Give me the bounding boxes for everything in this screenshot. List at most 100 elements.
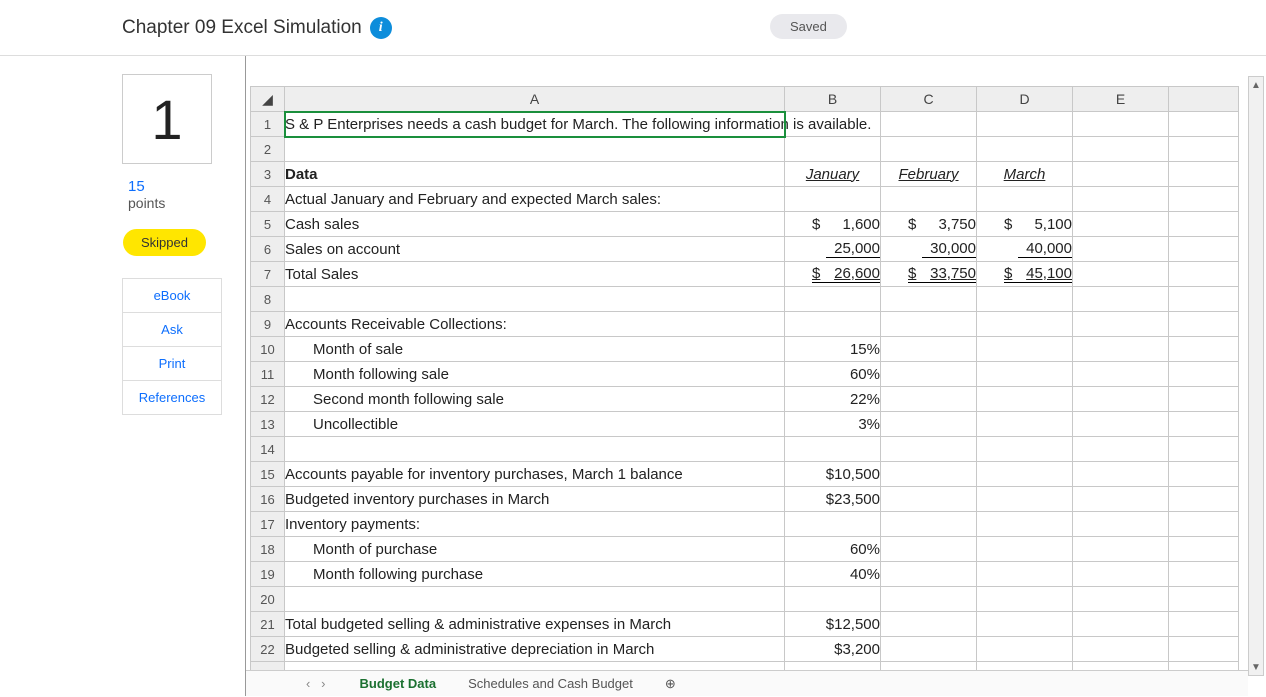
cell-D3[interactable]: March <box>977 162 1073 187</box>
col-header-extra[interactable] <box>1169 87 1239 112</box>
cell-A7[interactable]: Total Sales <box>285 262 785 287</box>
cell[interactable] <box>1073 587 1169 612</box>
cell[interactable] <box>977 512 1073 537</box>
col-header-B[interactable]: B <box>785 87 881 112</box>
cell-B21[interactable]: $12,500 <box>785 612 881 637</box>
cell-B15[interactable]: $10,500 <box>785 462 881 487</box>
cell[interactable] <box>785 587 881 612</box>
cell[interactable] <box>1169 212 1239 237</box>
cell-A4[interactable]: Actual January and February and expected… <box>285 187 785 212</box>
cell-B11[interactable]: 60% <box>785 362 881 387</box>
cell[interactable] <box>977 487 1073 512</box>
cell-C3[interactable]: February <box>881 162 977 187</box>
cell[interactable] <box>881 362 977 387</box>
cell-A21[interactable]: Total budgeted selling & administrative … <box>285 612 785 637</box>
cell-C5[interactable]: $3,750 <box>881 212 977 237</box>
cell[interactable] <box>1169 612 1239 637</box>
cell[interactable] <box>1169 262 1239 287</box>
cell[interactable] <box>1073 287 1169 312</box>
cell[interactable] <box>1073 537 1169 562</box>
col-header-D[interactable]: D <box>977 87 1073 112</box>
cell[interactable] <box>1073 612 1169 637</box>
cell-C1[interactable] <box>881 112 977 137</box>
cell[interactable] <box>881 437 977 462</box>
cell-B13[interactable]: 3% <box>785 412 881 437</box>
ebook-link[interactable]: eBook <box>123 279 221 313</box>
tab-schedules[interactable]: Schedules and Cash Budget <box>468 676 633 691</box>
cell[interactable] <box>1073 437 1169 462</box>
print-link[interactable]: Print <box>123 347 221 381</box>
cell[interactable] <box>977 637 1073 662</box>
cell-C6[interactable]: 30,000 <box>881 237 977 262</box>
cell-A19[interactable]: Month following purchase <box>285 562 785 587</box>
cell-F1[interactable] <box>1169 112 1239 137</box>
cell[interactable] <box>1073 237 1169 262</box>
cell[interactable] <box>1073 162 1169 187</box>
cell-B10[interactable]: 15% <box>785 337 881 362</box>
cell[interactable] <box>977 587 1073 612</box>
cell[interactable] <box>1169 437 1239 462</box>
info-icon[interactable]: i <box>370 17 392 39</box>
cell-A9[interactable]: Accounts Receivable Collections: <box>285 312 785 337</box>
col-header-C[interactable]: C <box>881 87 977 112</box>
row-header[interactable]: 16 <box>251 487 285 512</box>
cell[interactable] <box>785 287 881 312</box>
cell-A17[interactable]: Inventory payments: <box>285 512 785 537</box>
cell-A12[interactable]: Second month following sale <box>285 387 785 412</box>
cell[interactable] <box>1073 312 1169 337</box>
cell-A5[interactable]: Cash sales <box>285 212 785 237</box>
cell[interactable] <box>977 612 1073 637</box>
row-header[interactable]: 4 <box>251 187 285 212</box>
vertical-scrollbar[interactable]: ▲ ▼ <box>1248 76 1264 676</box>
cell[interactable] <box>1073 562 1169 587</box>
cell[interactable] <box>1169 287 1239 312</box>
cell[interactable] <box>1169 637 1239 662</box>
cell[interactable] <box>977 137 1073 162</box>
col-header-A[interactable]: A <box>285 87 785 112</box>
cell[interactable] <box>1073 187 1169 212</box>
cell[interactable] <box>1169 237 1239 262</box>
row-header[interactable]: 12 <box>251 387 285 412</box>
row-header[interactable]: 22 <box>251 637 285 662</box>
cell[interactable] <box>285 437 785 462</box>
references-link[interactable]: References <box>123 381 221 414</box>
cell[interactable] <box>1169 537 1239 562</box>
cell[interactable] <box>285 587 785 612</box>
cell-A13[interactable]: Uncollectible <box>285 412 785 437</box>
cell[interactable] <box>881 287 977 312</box>
cell[interactable] <box>285 287 785 312</box>
cell[interactable] <box>977 312 1073 337</box>
row-header[interactable]: 2 <box>251 137 285 162</box>
cell[interactable] <box>785 512 881 537</box>
cell[interactable] <box>1169 337 1239 362</box>
tab-add-icon[interactable]: ⊕ <box>665 676 676 692</box>
cell[interactable] <box>881 387 977 412</box>
cell[interactable] <box>881 537 977 562</box>
cell-D1[interactable] <box>977 112 1073 137</box>
cell[interactable] <box>1073 387 1169 412</box>
row-header[interactable]: 13 <box>251 412 285 437</box>
cell-D7[interactable]: $45,100 <box>977 262 1073 287</box>
tab-budget-data[interactable]: Budget Data <box>360 676 437 691</box>
row-header[interactable]: 14 <box>251 437 285 462</box>
cell[interactable] <box>1169 187 1239 212</box>
ask-link[interactable]: Ask <box>123 313 221 347</box>
cell-B5[interactable]: $1,600 <box>785 212 881 237</box>
row-header[interactable]: 5 <box>251 212 285 237</box>
row-header[interactable]: 1 <box>251 112 285 137</box>
cell-B16[interactable]: $23,500 <box>785 487 881 512</box>
cell[interactable] <box>977 287 1073 312</box>
row-header[interactable]: 21 <box>251 612 285 637</box>
cell[interactable] <box>785 137 881 162</box>
cell[interactable] <box>977 362 1073 387</box>
row-header[interactable]: 20 <box>251 587 285 612</box>
row-header[interactable]: 18 <box>251 537 285 562</box>
cell-A22[interactable]: Budgeted selling & administrative deprec… <box>285 637 785 662</box>
cell[interactable] <box>977 187 1073 212</box>
cell[interactable] <box>1073 462 1169 487</box>
row-header[interactable]: 10 <box>251 337 285 362</box>
row-header[interactable]: 15 <box>251 462 285 487</box>
cell[interactable] <box>977 537 1073 562</box>
row-header[interactable]: 17 <box>251 512 285 537</box>
cell[interactable] <box>1073 412 1169 437</box>
